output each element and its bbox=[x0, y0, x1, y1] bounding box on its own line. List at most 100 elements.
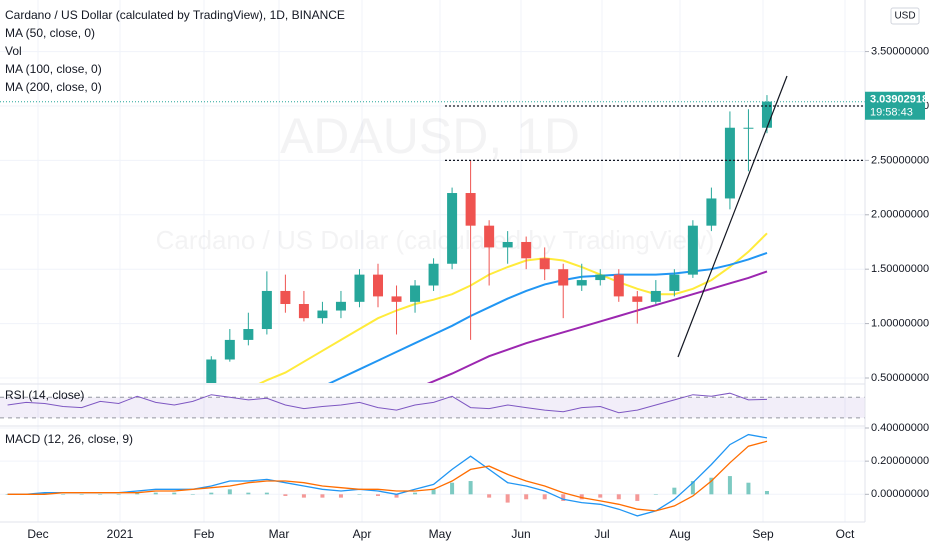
macd-hist-bar bbox=[301, 494, 306, 498]
macd-hist-bar bbox=[690, 481, 695, 495]
candle-body bbox=[243, 329, 254, 340]
candle-body bbox=[706, 198, 717, 226]
candle-body bbox=[354, 274, 365, 302]
candle-body bbox=[224, 339, 235, 360]
macd-hist-bar bbox=[79, 494, 84, 495]
y-tick-label: 2.50000000 bbox=[871, 154, 929, 166]
ma-line bbox=[258, 232, 768, 383]
rsi-pane: RSI (14, close) bbox=[0, 388, 865, 419]
x-tick-label: Mar bbox=[269, 527, 290, 541]
x-tick-label: 2021 bbox=[107, 527, 134, 541]
candle-body bbox=[613, 274, 624, 297]
x-tick-label: Feb bbox=[194, 527, 215, 541]
candle-body bbox=[447, 193, 458, 264]
macd-hist-bar bbox=[635, 494, 640, 501]
macd-hist-bar bbox=[727, 476, 732, 495]
rsi-title: RSI (14, close) bbox=[5, 388, 84, 402]
candle-body bbox=[317, 310, 328, 319]
macd-hist-bar bbox=[42, 492, 47, 495]
candle-body bbox=[576, 280, 587, 286]
macd-hist-bar bbox=[61, 494, 66, 495]
candle-body bbox=[410, 285, 421, 302]
candle-body bbox=[539, 258, 550, 270]
y-tick-label: 0.40000000 bbox=[871, 422, 929, 434]
macd-hist-bar bbox=[764, 490, 769, 495]
candle-body bbox=[687, 225, 698, 275]
y-tick-label: 0.00000000 bbox=[871, 488, 929, 500]
macd-hist-bar bbox=[246, 492, 251, 495]
last-price-label: 3.03902918 bbox=[870, 94, 928, 106]
macd-hist-bar bbox=[431, 489, 436, 495]
chart-title: Cardano / US Dollar (calculated by Tradi… bbox=[5, 8, 345, 22]
macd-hist-bar bbox=[190, 494, 195, 495]
macd-hist-bar bbox=[172, 492, 177, 495]
y-tick-label: 0.50000000 bbox=[871, 372, 929, 384]
y-tick-label: 4.00000000 bbox=[871, 0, 929, 3]
macd-hist-bar bbox=[579, 494, 584, 500]
macd-hist-bar bbox=[283, 494, 288, 496]
ma-line bbox=[426, 270, 768, 383]
candle-body bbox=[650, 290, 661, 302]
macd-hist-bar bbox=[394, 494, 399, 498]
candle-body bbox=[391, 296, 402, 302]
x-tick-label: Apr bbox=[353, 527, 372, 541]
price-pane bbox=[0, 95, 865, 383]
candle-body bbox=[261, 290, 272, 330]
x-tick-label: Sep bbox=[752, 527, 774, 541]
y-tick-label: 1.00000000 bbox=[871, 317, 929, 329]
macd-hist-bar bbox=[487, 494, 492, 498]
signal-line bbox=[7, 440, 768, 512]
macd-hist-bar bbox=[746, 482, 751, 495]
y-tick-label: 2.00000000 bbox=[871, 209, 929, 221]
macd-hist-bar bbox=[264, 492, 269, 495]
macd-line bbox=[7, 433, 768, 517]
x-tick-label: May bbox=[429, 527, 452, 541]
macd-hist-bar bbox=[672, 487, 677, 495]
macd-hist-bar bbox=[709, 477, 714, 495]
macd-hist-bar bbox=[524, 494, 529, 500]
macd-title: MACD (12, 26, close, 9) bbox=[5, 432, 133, 446]
candle-body bbox=[595, 274, 606, 281]
candle-body bbox=[280, 290, 291, 305]
trend-line bbox=[677, 75, 788, 358]
legend: Cardano / US Dollar (calculated by Tradi… bbox=[5, 8, 345, 446]
axes: Dec 2021 Feb Mar Apr May Jun Jul Aug Sep Oct 0.5000… bbox=[27, 0, 929, 541]
macd-hist-bar bbox=[135, 492, 140, 495]
x-tick-label: Dec bbox=[27, 527, 48, 541]
macd-pane bbox=[5, 433, 769, 517]
macd-hist-bar bbox=[357, 494, 362, 495]
macd-hist-bar bbox=[598, 494, 603, 498]
macd-hist-bar bbox=[376, 494, 381, 496]
x-tick-label: Jul bbox=[594, 527, 609, 541]
candle-body bbox=[465, 193, 476, 226]
macd-hist-bar bbox=[468, 481, 473, 495]
candle-body bbox=[724, 127, 735, 199]
y-tick-label: 0.20000000 bbox=[871, 455, 929, 467]
macd-hist-bar bbox=[116, 494, 121, 495]
candle-body bbox=[632, 296, 643, 302]
x-tick-label: Jun bbox=[511, 527, 530, 541]
candle-body bbox=[206, 359, 217, 383]
macd-hist-bar bbox=[153, 492, 158, 495]
y-tick-label: 1.50000000 bbox=[871, 263, 929, 275]
macd-hist-bar bbox=[98, 494, 103, 495]
macd-hist-bar bbox=[505, 494, 510, 503]
ma-line bbox=[327, 251, 768, 383]
macd-hist-bar bbox=[227, 489, 232, 495]
candle-body bbox=[373, 274, 384, 297]
currency-box[interactable] bbox=[890, 7, 920, 25]
currency: USD bbox=[894, 11, 915, 22]
macd-hist-bar bbox=[5, 494, 10, 495]
price-axis-bg bbox=[865, 0, 932, 550]
countdown-label: 19:58:43 bbox=[870, 107, 913, 119]
macd-hist-bar bbox=[413, 492, 418, 495]
legend-entry: MA (50, close, 0) bbox=[5, 26, 95, 40]
rsi-band bbox=[0, 397, 865, 418]
x-tick-label: Aug bbox=[669, 527, 690, 541]
macd-hist-bar bbox=[450, 482, 455, 495]
candle-body bbox=[521, 241, 532, 259]
macd-hist-bar bbox=[320, 494, 325, 498]
candle-body bbox=[335, 301, 346, 311]
candle-body bbox=[761, 101, 772, 128]
